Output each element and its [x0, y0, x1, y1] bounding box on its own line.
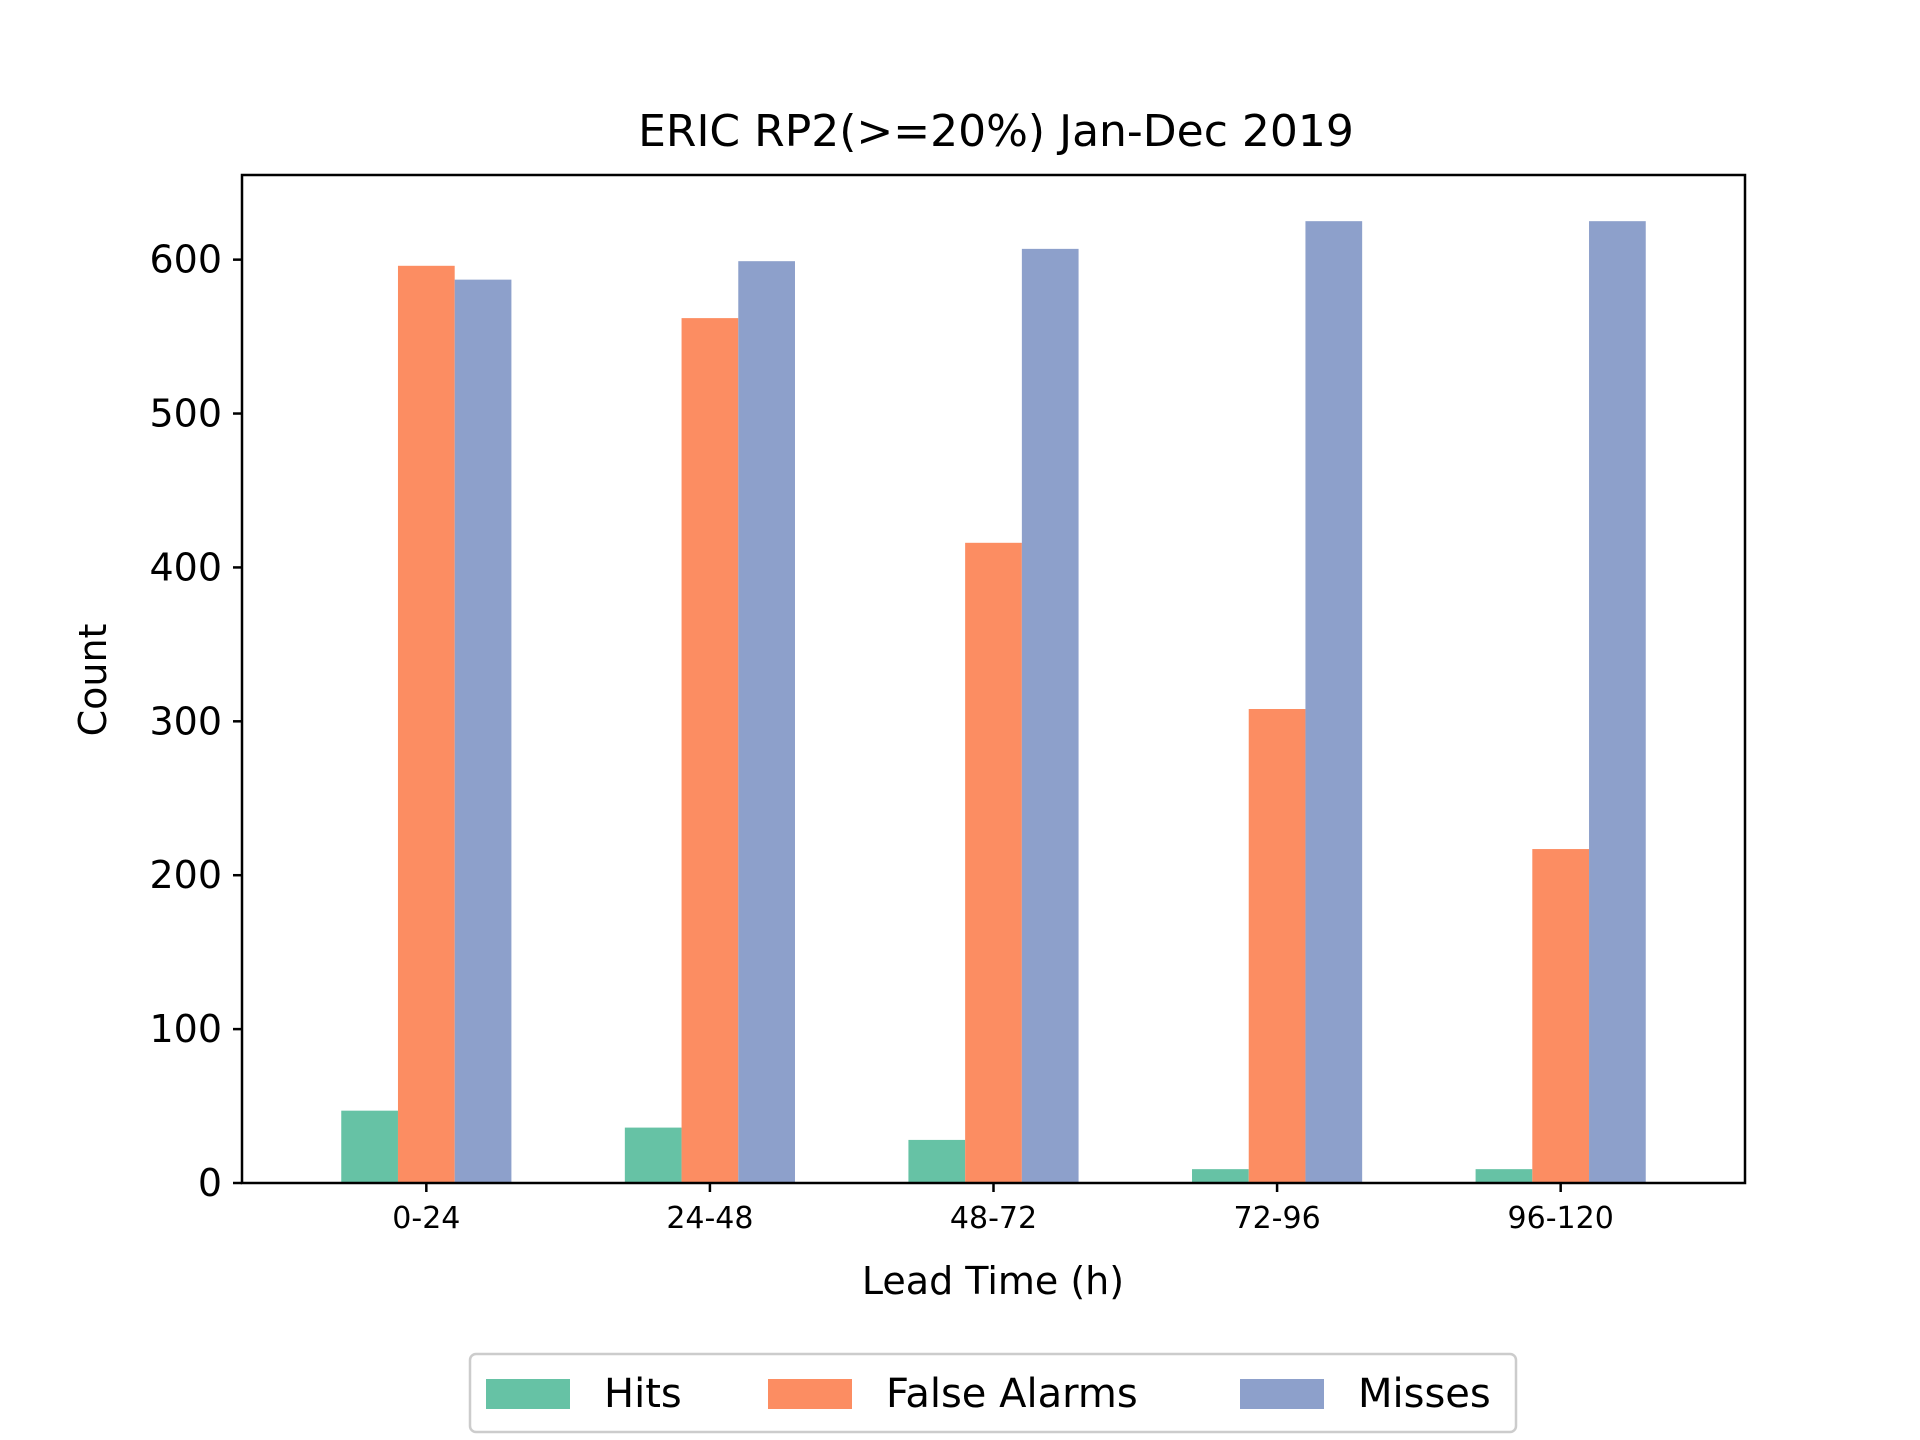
y-axis: 0 100 200 300 400 500 600	[149, 238, 242, 1205]
x-tick-label: 24-48	[666, 1201, 753, 1236]
bar	[1248, 709, 1306, 1183]
bar	[1532, 849, 1590, 1183]
y-tick-label: 200	[149, 853, 222, 897]
legend: Hits False Alarms Misses	[468, 1352, 1518, 1434]
bar	[624, 1127, 682, 1183]
bar	[908, 1139, 966, 1183]
y-axis-label: Count	[71, 624, 115, 737]
x-axis-label: Lead Time (h)	[862, 1259, 1124, 1303]
bar	[1589, 221, 1646, 1183]
y-tick-label: 0	[198, 1161, 222, 1205]
legend-label: Misses	[1358, 1371, 1491, 1417]
y-tick-label: 500	[149, 392, 222, 436]
bar	[1192, 1169, 1249, 1183]
y-tick-label: 300	[149, 699, 222, 743]
legend-items: Hits False Alarms Misses	[486, 1371, 1491, 1417]
bar	[681, 318, 739, 1183]
x-tick-label: 96-120	[1508, 1201, 1614, 1236]
chart-title: ERIC RP2(>=20%) Jan-Dec 2019	[638, 106, 1354, 157]
bar	[341, 1110, 398, 1183]
legend-swatch	[768, 1379, 852, 1409]
x-axis: 0-24 24-48 48-72 72-96 96-120	[392, 1183, 1614, 1236]
y-tick-label: 600	[149, 238, 222, 282]
bar	[738, 261, 795, 1183]
bar	[965, 542, 1022, 1183]
y-tick-label: 400	[149, 545, 222, 589]
legend-box	[468, 1352, 1518, 1434]
bar	[454, 279, 512, 1183]
legend-label: False Alarms	[886, 1371, 1138, 1417]
bar	[1475, 1169, 1533, 1183]
legend-swatch	[486, 1379, 570, 1409]
x-tick-label: 72-96	[1233, 1201, 1320, 1236]
x-tick-label: 0-24	[392, 1201, 460, 1236]
legend-label: Hits	[604, 1371, 682, 1417]
x-tick-label: 48-72	[950, 1201, 1037, 1236]
bars	[341, 221, 1646, 1183]
bar	[1021, 248, 1079, 1183]
y-tick-label: 100	[149, 1007, 222, 1051]
bar	[1305, 221, 1363, 1183]
legend-swatch	[1240, 1379, 1324, 1409]
bar	[397, 265, 455, 1183]
